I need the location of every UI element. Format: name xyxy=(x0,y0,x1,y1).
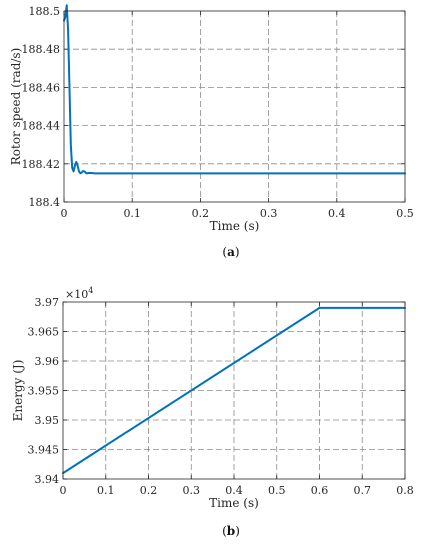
y-axis-label: Rotor speed (rad/s) xyxy=(9,48,23,166)
x-tick-label: 0.7 xyxy=(354,484,372,497)
panel-caption-a: (a) xyxy=(222,245,239,259)
x-tick-labels: 0 0.1 0.2 0.3 0.4 0.5 0.6 0.7 0.8 xyxy=(60,484,414,497)
x-tick-label: 0.4 xyxy=(328,207,346,220)
y-tick-label: 3.94 xyxy=(35,473,60,486)
x-tick-label: 0.5 xyxy=(396,207,414,220)
exponent-base: ×10 xyxy=(65,288,88,301)
y-tick-label: 188.42 xyxy=(22,158,61,171)
x-tick-labels: 0 0.1 0.2 0.3 0.4 0.5 xyxy=(61,207,414,220)
x-tick-label: 0.6 xyxy=(311,484,329,497)
y-axis-exponent: ×104 xyxy=(65,286,93,301)
y-tick-label: 3.965 xyxy=(28,326,60,339)
grid-lines xyxy=(63,10,406,203)
rotor-speed-chart: 0 0.1 0.2 0.3 0.4 0.5 188.4 188.42 188.44 188.46… xyxy=(9,4,414,259)
y-axis-label: Energy (J) xyxy=(11,360,25,422)
x-tick-label: 0.3 xyxy=(183,484,201,497)
y-tick-label: 3.96 xyxy=(35,355,60,368)
x-axis-label: Time (s) xyxy=(209,496,259,510)
panel-caption-letter: a xyxy=(227,245,235,259)
y-tick-label: 3.955 xyxy=(28,385,60,398)
y-tick-label: 188.5 xyxy=(29,5,61,18)
y-tick-label: 188.4 xyxy=(29,196,61,209)
x-tick-label: 0.5 xyxy=(268,484,286,497)
x-tick-label: 0.4 xyxy=(225,484,243,497)
x-tick-label: 0.3 xyxy=(260,207,278,220)
y-tick-label: 188.46 xyxy=(22,81,61,94)
x-tick-label: 0.2 xyxy=(192,207,210,220)
panel-caption-b: (b) xyxy=(222,524,240,538)
grid-lines xyxy=(62,301,406,480)
x-tick-label: 0.1 xyxy=(97,484,115,497)
series-line xyxy=(63,4,406,175)
series-lines xyxy=(63,4,406,175)
exponent-power: 4 xyxy=(88,286,93,295)
x-tick-label: 0.8 xyxy=(396,484,414,497)
plot-frame xyxy=(62,301,406,480)
series-line xyxy=(62,306,406,475)
x-tick-label: 0.1 xyxy=(123,207,141,220)
x-tick-label: 0 xyxy=(60,484,67,497)
panel-caption-letter: b xyxy=(227,524,235,538)
y-tick-label: 3.95 xyxy=(35,414,60,427)
y-tick-label: 3.97 xyxy=(35,296,60,309)
energy-chart: 0 0.1 0.2 0.3 0.4 0.5 0.6 0.7 0.8 3.943.9453.953… xyxy=(11,286,414,538)
plot-frame xyxy=(63,10,406,203)
series-lines xyxy=(62,306,406,475)
x-tick-label: 0.2 xyxy=(140,484,158,497)
y-tick-labels: 3.94 3.945 3.95 3.955 3.96 3.965 3.97 xyxy=(28,296,60,486)
y-tick-labels: 188.4 188.42 188.44 188.46 188.48 188.5 xyxy=(22,5,61,209)
x-tick-label: 0 xyxy=(61,207,68,220)
y-tick-label: 3.945 xyxy=(28,444,60,457)
y-tick-label: 188.48 xyxy=(22,43,61,56)
x-axis-label: Time (s) xyxy=(210,219,260,233)
y-tick-label: 188.44 xyxy=(22,120,61,133)
